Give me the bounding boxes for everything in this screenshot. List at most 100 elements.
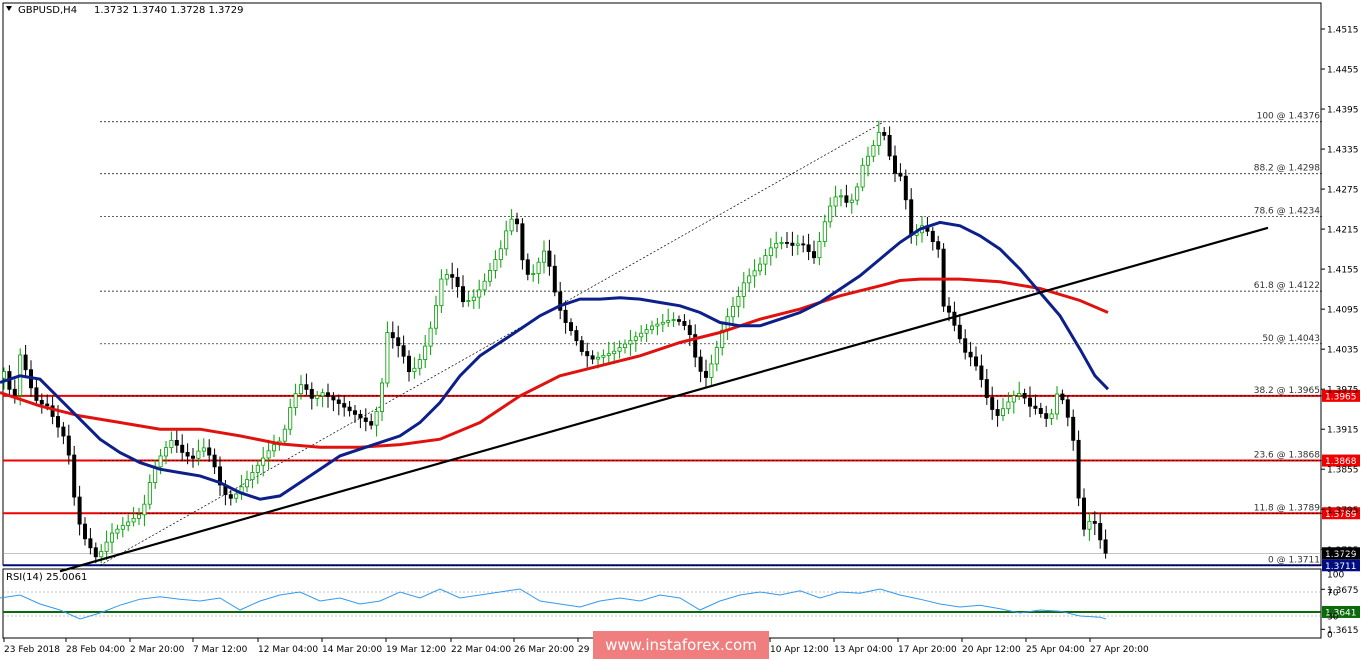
candle-body [201, 447, 206, 452]
level-price-tag: 1.3789 [1322, 507, 1360, 520]
candle-body [342, 403, 347, 408]
candle-body [417, 359, 422, 369]
candle-body [882, 131, 887, 136]
time-tick-label: 27 Apr 20:00 [1090, 645, 1149, 655]
candle-body [298, 384, 303, 395]
candle-body [56, 416, 61, 428]
candle-body [1092, 521, 1097, 524]
candle [406, 350, 411, 382]
candle-body [439, 278, 444, 307]
candle-body [250, 472, 255, 481]
candle-body [617, 347, 622, 352]
candle-body [876, 131, 881, 146]
level-tag-bg [1322, 454, 1360, 467]
candle [288, 398, 293, 436]
level-tag-bg [1322, 507, 1360, 520]
candle [660, 313, 665, 332]
candle-body [228, 494, 233, 499]
candle-body [574, 330, 579, 342]
time-tick-label: 19 Mar 12:00 [386, 645, 446, 655]
candle-body [390, 332, 395, 339]
candle [174, 429, 179, 453]
candle [460, 275, 465, 308]
candle-body [61, 426, 66, 437]
candle [698, 349, 703, 383]
candle [433, 295, 438, 335]
candle [806, 233, 811, 261]
candle-body [531, 273, 536, 276]
candle-body [266, 450, 271, 459]
trend-lines [59, 226, 1269, 573]
candle [385, 321, 390, 388]
candle [66, 424, 71, 465]
candle-body [347, 406, 352, 412]
candle-body [704, 370, 709, 378]
candle-body [1044, 413, 1049, 419]
level-tag-label: 1.3789 [1325, 510, 1357, 520]
candle-body [45, 403, 50, 407]
candle-body [482, 280, 487, 291]
candle [763, 248, 768, 276]
candle-body [352, 410, 357, 415]
candle-body [88, 538, 93, 549]
candle-body [752, 270, 757, 277]
candle [23, 344, 28, 379]
candle-body [401, 345, 406, 357]
time-tick-label: 25 Apr 04:00 [1026, 645, 1085, 655]
fib-level-label: 50 @ 1.4043 [1262, 334, 1320, 344]
candle [1022, 388, 1027, 405]
candle [212, 448, 217, 475]
candle [957, 313, 962, 344]
candle [320, 388, 325, 408]
candle [298, 375, 303, 400]
ma-slow-line [0, 277, 1109, 449]
level-tag-bg [1322, 559, 1360, 572]
candle [579, 336, 584, 356]
candle [812, 240, 817, 264]
candle-body [520, 223, 525, 261]
candle-body [552, 265, 557, 293]
candle-body [412, 367, 417, 373]
candle-body [623, 343, 628, 349]
candle-body [639, 332, 644, 338]
candle-body [466, 300, 471, 303]
level-price-tag: 1.3641 [1322, 605, 1360, 618]
candle-body [963, 338, 968, 353]
candle [693, 324, 698, 368]
candle [887, 126, 892, 161]
candle-body [558, 291, 563, 311]
watermark[interactable]: www.instaforex.com [593, 631, 769, 659]
candle [477, 279, 482, 309]
candle-body [974, 356, 979, 367]
candle [758, 257, 763, 276]
dropdown-triangle-icon[interactable] [6, 6, 12, 11]
candle [639, 325, 644, 342]
candle-body [477, 289, 482, 298]
candle-body [207, 447, 212, 456]
candle [650, 320, 655, 335]
candle [336, 394, 341, 416]
candle-body [633, 336, 638, 341]
price-tick-label: 1.4155 [1327, 266, 1359, 276]
candle-body [601, 355, 606, 358]
price-tick-label: 1.4035 [1327, 346, 1359, 356]
candle [1017, 381, 1022, 401]
header-ohlc: 1.3732 1.3740 1.3728 1.3729 [94, 5, 244, 16]
candle-body [131, 517, 136, 523]
candle-body [309, 388, 314, 399]
candle-body [698, 356, 703, 372]
candle-body [822, 221, 827, 242]
current-price-tag-bg [1322, 547, 1360, 560]
candle-body [471, 296, 476, 301]
candle-body [363, 417, 368, 422]
candle [196, 439, 201, 466]
price-tick-label: 1.3855 [1327, 466, 1359, 476]
candle-body [1087, 521, 1092, 530]
candle [104, 530, 109, 560]
candle [590, 350, 595, 365]
candle [304, 373, 309, 396]
candle [801, 235, 806, 253]
candle-body [304, 384, 309, 390]
candle [876, 120, 881, 156]
candle-body [190, 455, 195, 459]
